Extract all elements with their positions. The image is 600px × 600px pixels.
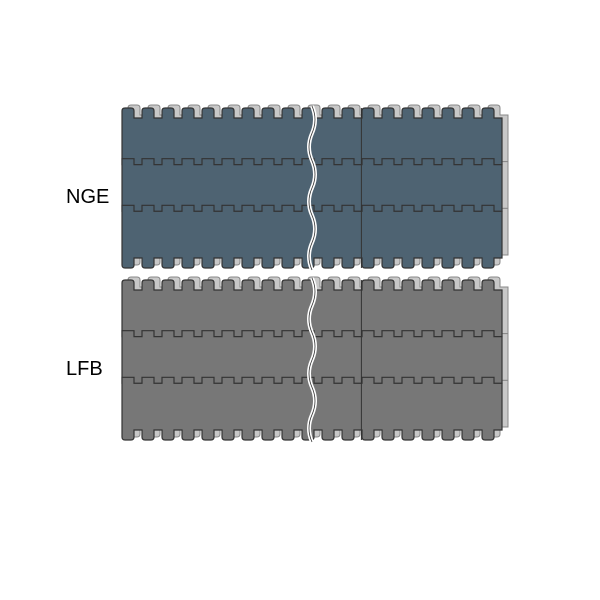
lfb-label: LFB: [66, 358, 103, 381]
nge-belt-diagram: [120, 97, 510, 276]
lfb-belt-diagram: [120, 269, 510, 448]
nge-label: NGE: [66, 186, 109, 209]
